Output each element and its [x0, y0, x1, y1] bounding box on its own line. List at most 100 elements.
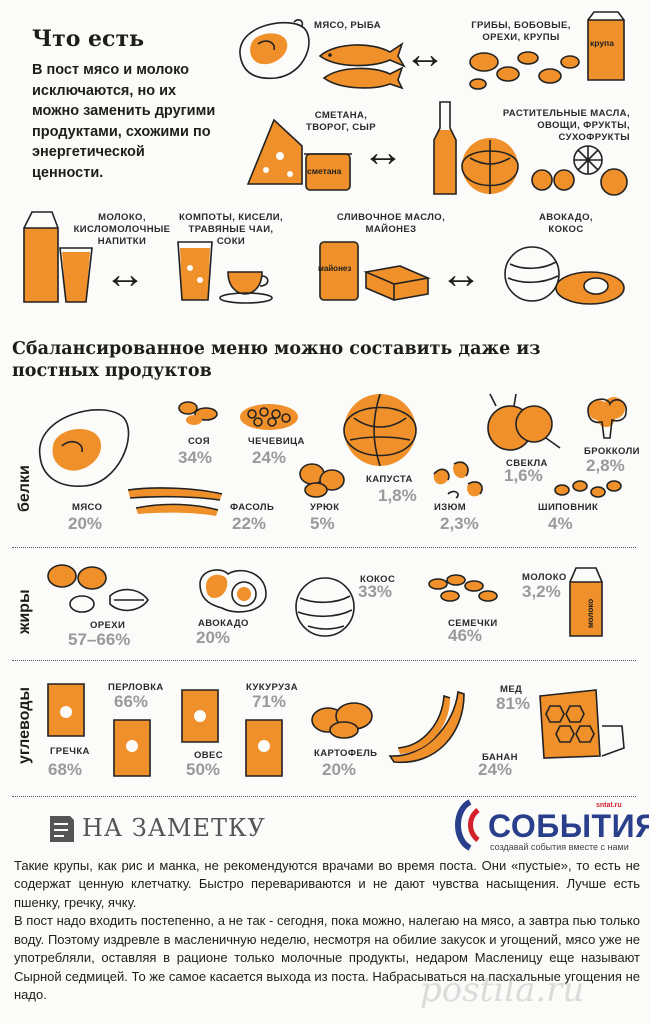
label-butter: сливочное масло, майонез — [336, 212, 446, 235]
beet-icon — [487, 393, 561, 451]
milk-pack-icon — [569, 567, 603, 637]
fat-seeds-pct: 46% — [448, 626, 483, 645]
fat-seeds-name: семечки — [448, 618, 498, 629]
carb-oat-name: овес — [194, 750, 224, 761]
protein-bean-pct: 22% — [232, 514, 267, 533]
carb-buckwheat-name: гречка — [50, 746, 90, 757]
protein-cabbage-name: капуста — [366, 474, 413, 485]
note-icon — [50, 816, 74, 842]
section-label-carbs: углеводы — [16, 686, 33, 764]
raisin-icon — [433, 461, 483, 499]
fat-avocado-name: авокадо — [198, 618, 249, 629]
lentil-icon — [240, 404, 298, 430]
protein-beet-name: свекла — [506, 458, 548, 469]
protein-cabbage-pct: 1,8% — [378, 486, 417, 505]
carb-barley-pct: 66% — [114, 692, 149, 711]
soy-icon — [178, 401, 218, 425]
section-divider — [12, 660, 636, 661]
honeycomb-icon — [539, 689, 625, 759]
protein-rosehip-pct: 4% — [548, 514, 573, 533]
fat-nuts-pct: 57–66% — [68, 630, 131, 649]
note-paragraph-1: Такие крупы, как рис и манка, не рекомен… — [14, 858, 640, 910]
intro-text: В пост мясо и молоко исключаются, но их … — [32, 62, 216, 181]
milk-pack-label: молоко — [586, 598, 595, 628]
note-paragraph-2: В пост надо входить постепенно, а не так… — [14, 913, 640, 1003]
arrow-meat: ↔ — [404, 30, 446, 77]
section-divider — [12, 547, 636, 548]
watermark: postila.ru — [420, 970, 585, 1010]
mayo-butter-icon — [319, 241, 431, 301]
brand-name: СОБЫТИЯ — [488, 808, 649, 844]
arrow-butter: ↔ — [440, 250, 482, 297]
apricot-icon — [299, 463, 345, 498]
brand-logo-icon — [455, 799, 480, 851]
banana-icon — [388, 690, 465, 764]
sour-cream-jar-icon — [304, 153, 352, 191]
protein-apricot-pct: 5% — [310, 514, 335, 533]
fat-coconut-name: кокос — [360, 574, 396, 585]
corn-pack-icon — [245, 719, 283, 777]
protein-beet-pct: 1,6% — [504, 466, 543, 485]
protein-broccoli-name: брокколи — [584, 446, 640, 457]
nuts-icon — [47, 564, 149, 613]
rosehip-icon — [554, 480, 622, 498]
jar-smetana-label: сметана — [307, 166, 342, 176]
label-dairy: сметана, творог, сыр — [306, 110, 376, 133]
section-label-fats: жиры — [16, 589, 33, 634]
vegetables-fruits-icon — [461, 138, 628, 196]
carb-barley-name: перловка — [108, 682, 164, 693]
meat-plate-icon — [239, 19, 310, 80]
brand-tagline: создавай события вместе с нами — [490, 842, 629, 852]
section-label-proteins: белки — [16, 465, 33, 512]
label-mushrooms: грибы, бобовые, орехи, крупы — [471, 20, 571, 43]
protein-apricot-name: урюк — [310, 502, 340, 513]
cabbage-icon — [343, 393, 417, 467]
protein-broccoli-pct: 2,8% — [586, 456, 625, 475]
label-avocado: авокадо, кокос — [539, 212, 593, 235]
label-meat-fish: мясо, рыба — [314, 20, 381, 31]
carb-banana-name: банан — [482, 752, 518, 763]
note-heading: НА ЗАМЕТКУ — [82, 814, 266, 842]
fat-coconut-pct: 33% — [358, 582, 393, 601]
broccoli-icon — [587, 397, 627, 439]
label-veg-oils: растительные масла, овощи, фрукты, сухоф… — [502, 108, 630, 143]
milk-carton-icon — [23, 211, 93, 303]
protein-lentil-pct: 24% — [252, 448, 287, 467]
section-divider — [12, 796, 636, 797]
protein-raisin-pct: 2,3% — [440, 514, 479, 533]
buckwheat-pack-icon — [47, 683, 85, 737]
balanced-title: Сбалансированное меню можно составить да… — [12, 339, 541, 382]
label-milk: молоко, кисломолочные напитки — [73, 212, 171, 247]
jar-mayo-label: майонез — [318, 264, 352, 273]
brand-site: sntat.ru — [596, 802, 622, 809]
note-body: Такие крупы, как рис и манка, не рекомен… — [14, 857, 640, 1005]
protein-raisin-name: изюм — [434, 502, 467, 513]
protein-rosehip-name: шиповник — [538, 502, 599, 513]
oat-pack-icon — [181, 689, 219, 743]
protein-soy-name: соя — [188, 436, 210, 447]
carb-potato-name: картофель — [314, 748, 378, 759]
barley-pack-icon — [113, 719, 151, 777]
carb-buckwheat-pct: 68% — [48, 760, 83, 779]
fat-avocado-pct: 20% — [196, 628, 231, 647]
carb-corn-pct: 71% — [252, 692, 287, 711]
seeds-icon — [428, 574, 498, 602]
arrow-dairy: ↔ — [362, 128, 404, 175]
coconut-icon — [295, 577, 355, 637]
cheese-icon — [246, 118, 303, 185]
oil-bottle-icon — [433, 101, 457, 195]
compote-tea-icon — [177, 241, 273, 304]
fat-milk-pct: 3,2% — [522, 582, 561, 601]
beans-nuts-icon — [469, 51, 580, 90]
avocado-icon — [199, 569, 267, 613]
carb-corn-name: кукуруза — [246, 682, 299, 693]
grain-pack-icon — [587, 11, 625, 81]
protein-meat-name: мясо — [72, 502, 103, 513]
carb-honey-pct: 81% — [496, 694, 531, 713]
pack-krupa-label: крупа — [590, 38, 614, 48]
protein-bean-name: фасоль — [230, 502, 275, 513]
protein-lentil-name: чечевица — [248, 436, 305, 447]
carb-banana-pct: 24% — [478, 760, 513, 779]
protein-soy-pct: 34% — [178, 448, 213, 467]
